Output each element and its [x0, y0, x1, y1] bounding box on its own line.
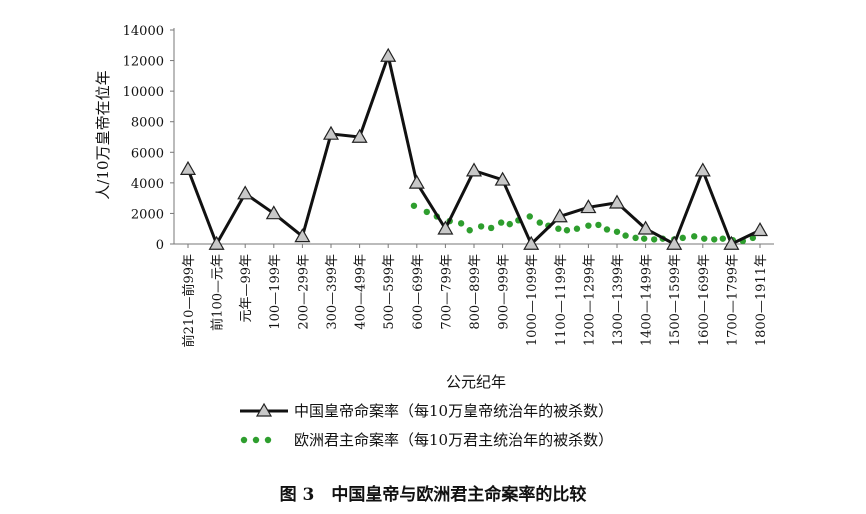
y-tick-label: 12000 — [123, 55, 164, 70]
china-data-point — [551, 208, 568, 223]
china-data-point — [294, 228, 311, 243]
x-tick-label: 200—299年 — [296, 254, 311, 330]
y-tick-label: 8000 — [131, 116, 164, 131]
legend: 中国皇帝命案率（每10万皇帝统治年的被杀数） 欧洲君主命案率（每10万君主统治年的… — [240, 402, 613, 449]
china-data-point — [494, 171, 511, 186]
x-tick-label: 1500—1599年 — [668, 254, 683, 346]
x-tick-label: 1700—1799年 — [725, 254, 740, 346]
x-tick-label: 1400—1499年 — [640, 254, 655, 346]
china-data-point — [408, 174, 425, 189]
x-tick-label: 1100—1199年 — [554, 254, 569, 346]
europe-data-point — [719, 235, 727, 242]
legend-dot-icon — [240, 436, 248, 444]
x-tick-label: 元年—99年 — [239, 254, 254, 323]
europe-data-point — [711, 236, 718, 243]
china-data-point — [580, 199, 597, 214]
europe-data-point — [457, 220, 465, 227]
legend-dot-icon — [252, 436, 260, 444]
china-data-point — [322, 125, 340, 140]
europe-data-point — [622, 232, 629, 239]
europe-data-point — [749, 234, 757, 242]
europe-data-point — [573, 225, 581, 232]
china-data-point — [437, 220, 454, 235]
china-data-point — [608, 194, 626, 209]
x-tick-label: 100—199年 — [268, 254, 283, 330]
x-tick-label: 1200—1299年 — [582, 254, 597, 346]
europe-data-point — [701, 235, 708, 242]
europe-data-point — [650, 236, 658, 243]
china-data-point — [465, 162, 483, 177]
series-layer — [179, 47, 769, 250]
china-data-point — [380, 47, 397, 62]
china-data-point — [637, 220, 654, 235]
y-tick-label: 0 — [156, 238, 164, 253]
x-tick-label: 400—499年 — [354, 254, 369, 330]
x-tick-label: 1300—1399年 — [611, 254, 626, 346]
x-tick-label: 900—999年 — [497, 254, 512, 330]
china-data-point — [208, 235, 225, 250]
x-axis: 前210—前99年 前100—元年 元年—99年 100—199年 200—299年 30… — [174, 243, 774, 347]
legend-dot-icon — [264, 436, 272, 444]
europe-data-point — [691, 233, 698, 240]
europe-data-point — [613, 228, 621, 235]
x-tick-label: 1800—1911年 — [754, 254, 769, 346]
x-tick-label: 前100—元年 — [210, 254, 226, 331]
europe-data-point — [563, 227, 571, 234]
china-data-point — [523, 235, 540, 250]
china-data-point — [179, 160, 197, 175]
europe-data-point — [603, 226, 611, 233]
figure-caption: 图 3 中国皇帝与欧洲君主命案率的比较 — [280, 484, 587, 505]
europe-data-point — [555, 225, 562, 232]
europe-data-point — [477, 223, 485, 230]
x-tick-label: 300—399年 — [325, 254, 340, 330]
x-tick-label: 1000—1099年 — [525, 254, 540, 346]
y-axis-label: 人/10万皇帝在位年 — [94, 70, 112, 199]
europe-data-point — [536, 219, 543, 226]
x-tick-label: 600—699年 — [411, 254, 426, 330]
y-tick-label: 6000 — [131, 146, 164, 161]
europe-data-point — [640, 235, 648, 242]
china-data-point — [265, 205, 282, 220]
china-data-point — [723, 235, 740, 250]
europe-data-point — [632, 234, 639, 242]
china-data-point — [666, 235, 683, 250]
x-tick-label: 500—599年 — [382, 254, 397, 330]
x-tick-label: 前210—前99年 — [181, 254, 197, 347]
europe-data-point — [595, 221, 602, 229]
y-tick-label: 2000 — [131, 207, 164, 222]
china-data-point — [694, 162, 711, 177]
y-tick-label: 14000 — [123, 24, 164, 39]
europe-data-point — [526, 213, 533, 220]
x-tick-label: 1600—1699年 — [697, 254, 712, 346]
europe-data-point — [487, 224, 495, 232]
x-tick-label: 700—799年 — [439, 254, 454, 330]
y-axis: 0 2000 4000 6000 8000 10000 12000 14000 — [123, 24, 175, 253]
x-tick-label: 800—899年 — [468, 254, 483, 330]
europe-data-point — [466, 227, 473, 234]
europe-data-point — [679, 234, 686, 242]
x-axis-label: 公元纪年 — [446, 373, 506, 391]
china-data-point — [237, 185, 254, 200]
europe-data-point — [410, 202, 418, 209]
y-tick-label: 10000 — [123, 85, 164, 100]
legend-europe-label: 欧洲君主命案率（每10万君主统治年的被杀数） — [294, 431, 613, 449]
europe-data-point — [423, 208, 431, 216]
europe-data-point — [585, 222, 592, 229]
europe-data-point — [497, 219, 505, 226]
europe-data-point — [506, 220, 513, 228]
china-data-point — [751, 222, 769, 237]
china-data-point — [351, 128, 368, 143]
y-tick-label: 4000 — [131, 177, 164, 192]
legend-triangle-icon — [255, 402, 273, 417]
legend-china-label: 中国皇帝命案率（每10万皇帝统治年的被杀数） — [294, 402, 613, 420]
